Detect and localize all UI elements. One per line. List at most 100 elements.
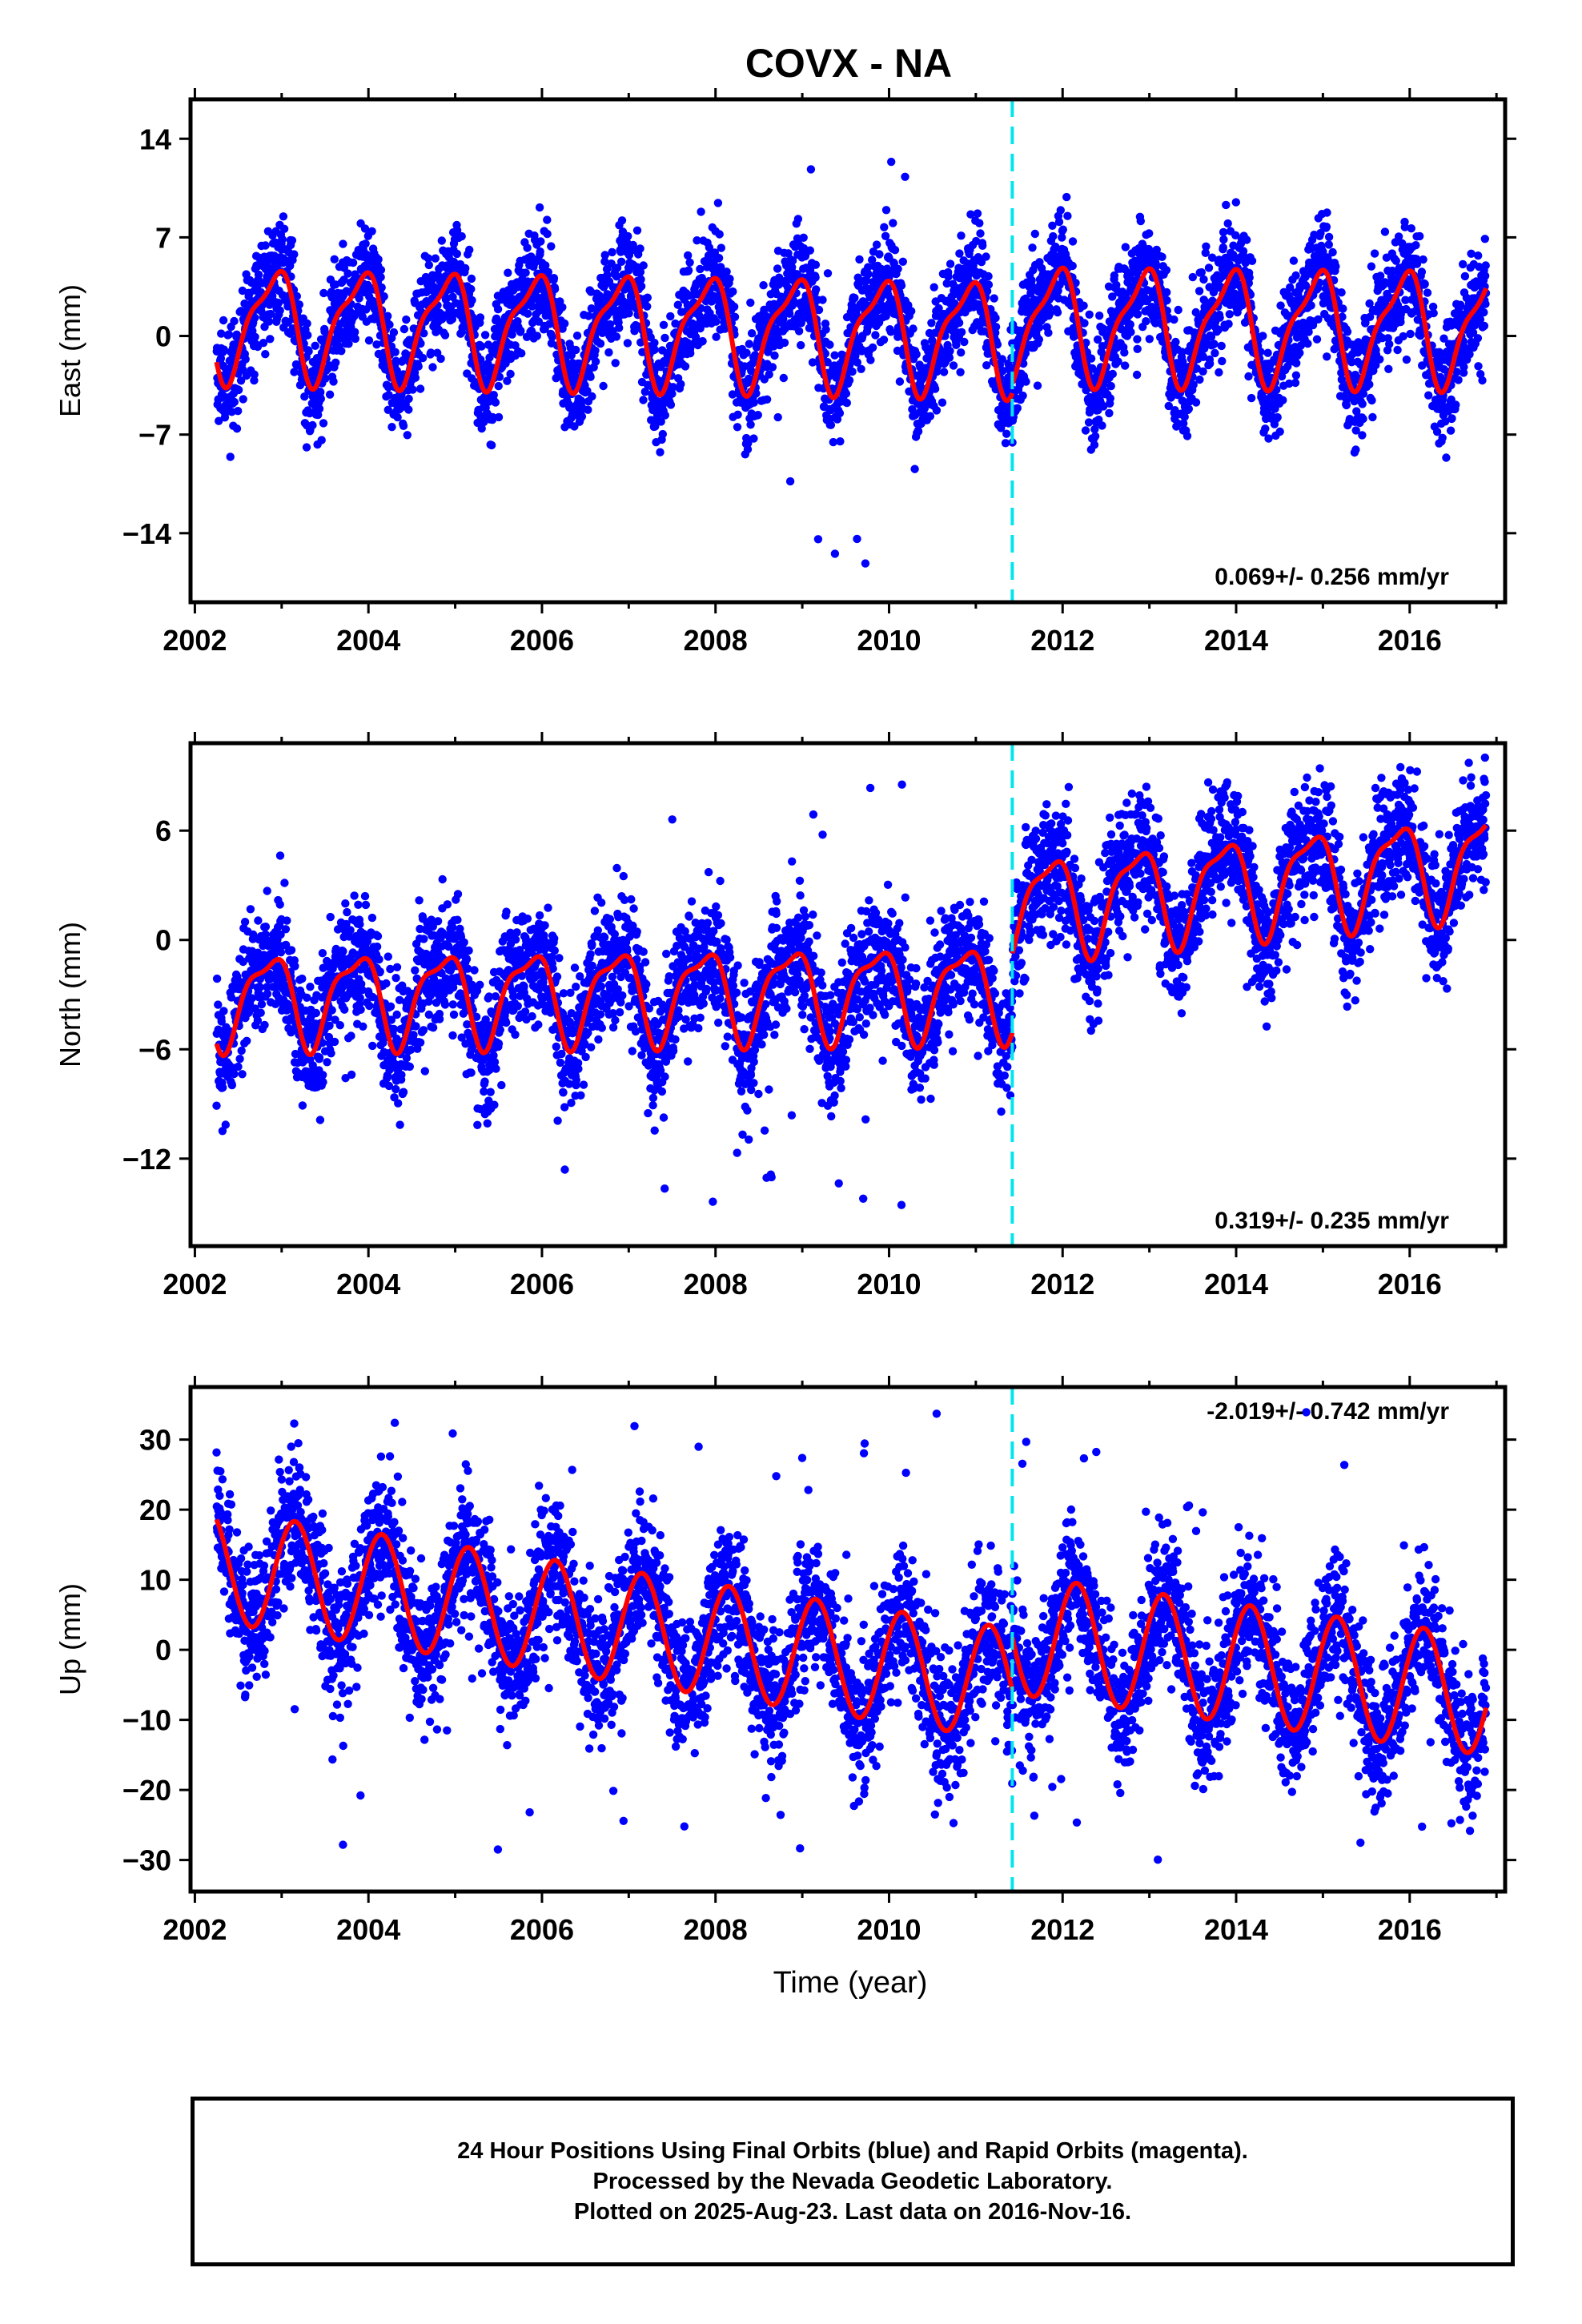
data-point — [636, 282, 646, 291]
data-point — [494, 412, 504, 422]
data-point — [1420, 279, 1429, 288]
data-point — [303, 331, 312, 340]
data-point — [1219, 243, 1228, 252]
data-point — [1022, 377, 1030, 386]
data-point — [448, 292, 457, 301]
data-point — [1291, 378, 1300, 388]
data-point — [784, 249, 793, 258]
data-point — [946, 259, 955, 268]
data-point — [1454, 376, 1463, 384]
data-point — [1312, 335, 1322, 344]
data-point — [864, 263, 873, 271]
data-point — [227, 1080, 236, 1090]
data-point — [572, 345, 580, 355]
data-point — [219, 345, 228, 354]
data-point — [1429, 308, 1438, 318]
data-point — [793, 215, 803, 223]
data-point — [344, 340, 353, 348]
data-point — [805, 246, 814, 255]
data-point — [279, 212, 288, 221]
data-point — [591, 357, 600, 366]
data-point — [230, 1069, 239, 1079]
data-point — [516, 326, 525, 336]
data-point — [227, 408, 236, 416]
data-point — [1158, 252, 1166, 261]
data-point — [428, 363, 437, 372]
data-point — [686, 348, 695, 358]
data-point — [797, 340, 805, 350]
data-point — [978, 241, 987, 250]
data-point — [1018, 391, 1027, 400]
data-point — [367, 227, 376, 235]
data-point — [408, 385, 417, 394]
data-point — [1121, 243, 1130, 251]
data-point — [768, 363, 777, 372]
data-point — [752, 389, 761, 398]
data-point — [411, 373, 420, 382]
data-point — [480, 331, 490, 340]
data-point — [813, 535, 823, 544]
data-point — [761, 312, 771, 320]
data-point — [604, 348, 613, 357]
data-point — [821, 325, 830, 334]
data-point — [1419, 255, 1427, 264]
data-point — [240, 918, 250, 927]
data-point — [457, 231, 466, 241]
data-point — [715, 230, 724, 239]
data-point — [639, 261, 648, 270]
data-point — [691, 332, 701, 341]
data-point — [1244, 372, 1253, 381]
data-point — [624, 309, 633, 318]
data-point — [1460, 363, 1468, 372]
data-point — [643, 302, 652, 311]
data-point — [835, 408, 845, 418]
data-point — [1291, 371, 1301, 380]
data-point — [956, 368, 965, 376]
data-point — [572, 332, 582, 340]
data-point — [1324, 232, 1334, 242]
data-point — [1085, 310, 1094, 319]
data-point — [743, 444, 753, 454]
data-point — [1337, 288, 1346, 297]
data-point — [1219, 227, 1228, 237]
data-point — [1132, 370, 1142, 380]
data-point — [1261, 424, 1270, 433]
data-point — [602, 264, 612, 274]
data-point — [1133, 310, 1142, 319]
data-point — [1323, 208, 1331, 217]
data-point — [234, 407, 243, 416]
data-point — [230, 316, 239, 326]
data-point — [650, 338, 659, 348]
data-point — [668, 389, 677, 398]
data-point — [348, 258, 358, 267]
data-point — [841, 389, 851, 398]
data-point — [1136, 216, 1146, 226]
data-point — [325, 390, 335, 399]
data-point — [300, 392, 309, 401]
data-point — [887, 157, 896, 167]
data-point — [558, 303, 567, 312]
data-point — [1120, 348, 1129, 357]
data-point — [871, 331, 880, 340]
data-point — [1358, 431, 1367, 440]
data-point — [351, 334, 359, 344]
data-point — [855, 255, 864, 264]
data-point — [1210, 340, 1219, 348]
data-point — [890, 246, 900, 255]
data-point — [468, 296, 476, 305]
data-point — [938, 398, 947, 407]
data-point — [251, 332, 259, 341]
data-point — [845, 376, 854, 385]
data-point — [374, 255, 383, 264]
data-point — [749, 434, 758, 443]
data-point — [976, 229, 985, 238]
data-point — [302, 443, 311, 452]
data-point — [1417, 267, 1427, 276]
data-point — [1202, 242, 1211, 251]
data-point — [881, 312, 890, 320]
data-point — [217, 329, 226, 338]
data-point — [1424, 391, 1433, 400]
data-point — [576, 396, 586, 405]
data-point — [577, 412, 587, 421]
data-point — [528, 302, 536, 311]
